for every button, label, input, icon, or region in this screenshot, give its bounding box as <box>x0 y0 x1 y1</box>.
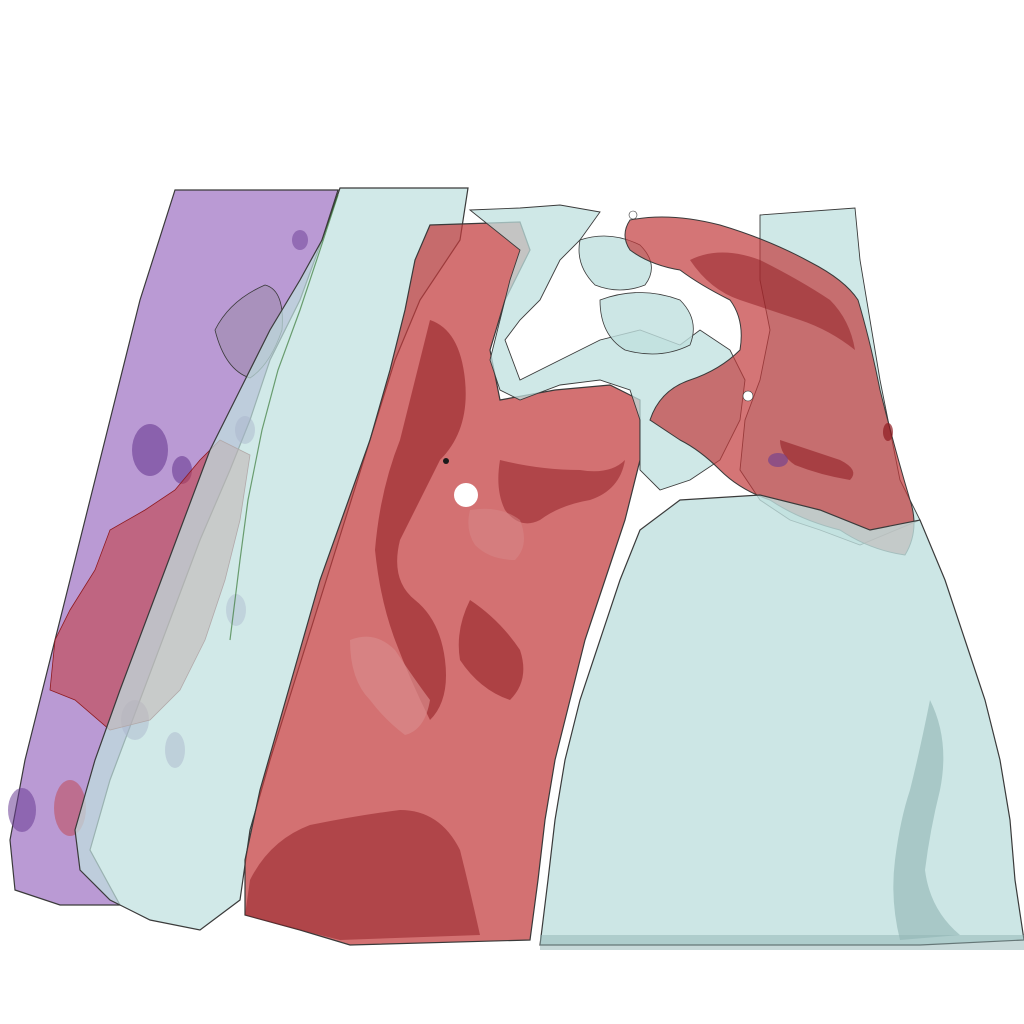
red-light-patch <box>350 636 430 735</box>
cyan-slab-right <box>539 494 1024 950</box>
red-slab <box>244 221 641 946</box>
lattice-dot <box>628 210 638 220</box>
lattice-dot <box>443 458 449 464</box>
cyan-slab-shadow <box>893 700 960 940</box>
purple-blob <box>292 230 308 250</box>
lattice-hole <box>454 483 478 507</box>
lattice-hole <box>742 390 754 402</box>
red-ribbon-vein <box>690 252 855 350</box>
top-lattice-cyan-blob <box>599 292 694 355</box>
red-light-patch <box>468 508 524 560</box>
lattice-dot <box>883 423 893 441</box>
red-bottom-band <box>245 810 480 940</box>
red-vein <box>498 460 625 524</box>
red-vein <box>458 600 524 700</box>
cyan-slab-right-body <box>539 494 1024 946</box>
red-vein <box>375 320 466 720</box>
purple-blob <box>8 788 36 832</box>
purple-blob <box>132 424 168 476</box>
red-slab-body <box>244 221 641 946</box>
cyan-slab-green-edge <box>229 194 339 641</box>
red-ribbon-vein <box>780 440 854 480</box>
cyan-slab-bottom-shadow <box>540 935 1024 950</box>
lattice-dot <box>768 453 788 467</box>
